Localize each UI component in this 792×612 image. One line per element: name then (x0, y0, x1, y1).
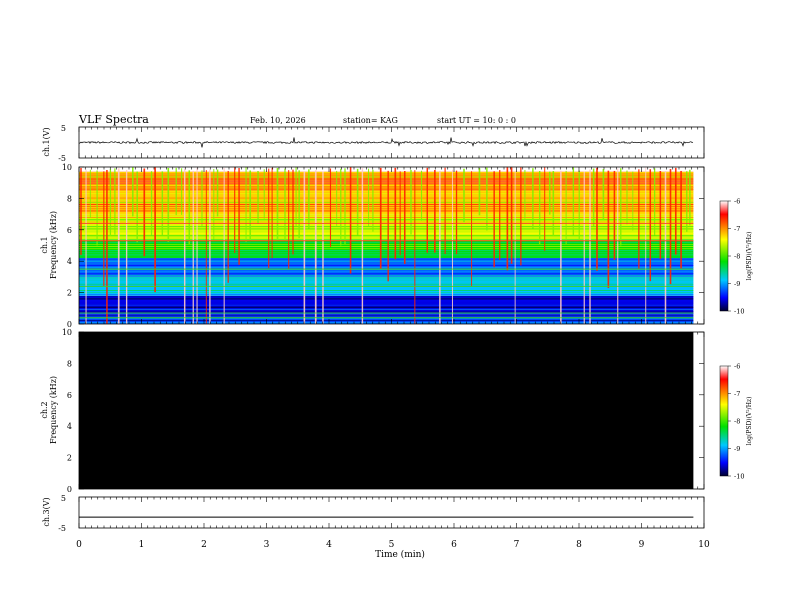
x-tick-label: 10 (698, 540, 710, 550)
x-tick-label: 1 (139, 540, 145, 550)
ch3-waveform-panel: 5 -5 ch.3(V) (42, 494, 705, 533)
ch1-channel-label: ch.1 (40, 236, 49, 253)
figure-title: VLF Spectra (78, 113, 149, 126)
ch1-waveform-panel: 5 -5 ch.1(V) (42, 124, 705, 163)
y-tick-label: 4 (67, 422, 72, 431)
x-tick-label: 7 (514, 540, 520, 550)
ch3-waveform-ylabel: ch.3(V) (42, 497, 51, 526)
y-tick-label: 8 (67, 194, 72, 203)
y-tick-label: 8 (67, 359, 72, 368)
colorbar-tick-label: -9 (734, 445, 740, 453)
ch1-frequency-label: Frequency (kHz) (49, 211, 58, 279)
x-tick-label: 3 (264, 540, 270, 550)
ch2-spectrogram-panel: 0 2 4 6 8 10 ch.2 Frequency (kHz) (40, 328, 705, 494)
x-tick-label: 6 (451, 540, 457, 550)
x-tick-label: 9 (639, 540, 645, 550)
ch2-colorbar-gradient (719, 365, 729, 477)
colorbar-tick-label: -6 (734, 363, 740, 371)
date-label: Feb. 10, 2026 (250, 116, 306, 125)
ch1-waveform-trace (78, 137, 694, 148)
colorbar-tick-label: -8 (734, 253, 740, 261)
ch3-ytick-top: 5 (61, 494, 66, 503)
ch2-channel-label: ch.2 (40, 401, 49, 418)
colorbar-tick-label: -9 (734, 280, 740, 288)
ch1-waveform-frame (78, 126, 705, 159)
colorbar-tick-label: -7 (734, 225, 740, 233)
ch1-colorbar-label: log(PSD)(V²/Hz) (746, 232, 753, 281)
colorbar-tick-label: -7 (734, 390, 740, 398)
start-time-label: start UT = 10: 0 : 0 (437, 116, 516, 125)
ch2-colorbar: -6 -7 -8 -9 -10 log(PSD)(V²/Hz) (719, 363, 753, 481)
ch3-ytick-bottom: -5 (58, 524, 66, 533)
x-tick-label: 2 (201, 540, 207, 550)
y-tick-label: 4 (67, 257, 72, 266)
x-tick-label: 5 (389, 540, 395, 550)
station-label: station= KAG (343, 116, 398, 125)
ch1-colorbar-gradient (719, 200, 729, 312)
ch2-colorbar-label: log(PSD)(V²/Hz) (746, 397, 753, 446)
y-tick-label: 2 (67, 454, 72, 463)
ch1-ytick-top: 5 (61, 124, 66, 133)
colorbar-tick-label: -6 (734, 198, 740, 206)
ch1-colorbar: -6 -7 -8 -9 -10 log(PSD)(V²/Hz) (719, 198, 753, 316)
colorbar-tick-label: -10 (734, 473, 744, 481)
ch1-spectrogram-panel: 0 2 4 6 8 10 ch.1 Frequency (kHz) (40, 163, 705, 329)
y-tick-label: 10 (62, 328, 72, 337)
spectrogram-band (79, 314, 694, 324)
ch1-ytick-bottom: -5 (58, 154, 66, 163)
y-tick-label: 10 (62, 163, 72, 172)
ch1-waveform-ylabel: ch.1(V) (42, 127, 51, 156)
colorbar-tick-label: -8 (734, 418, 740, 426)
x-tick-label: 0 (76, 540, 82, 550)
ch2-frequency-label: Frequency (kHz) (49, 376, 58, 444)
x-tick-label: 8 (576, 540, 582, 550)
y-tick-label: 6 (67, 226, 72, 235)
y-tick-label: 6 (67, 391, 72, 400)
ch2-spectrogram-data (79, 332, 694, 489)
colorbar-tick-label: -10 (734, 308, 744, 316)
y-tick-label: 2 (67, 289, 72, 298)
y-tick-label: 0 (67, 485, 72, 494)
y-tick-label: 0 (67, 320, 72, 329)
x-tick-label: 4 (326, 540, 332, 550)
ch3-waveform-frame (78, 496, 705, 529)
x-axis-title: Time (min) (375, 549, 425, 560)
